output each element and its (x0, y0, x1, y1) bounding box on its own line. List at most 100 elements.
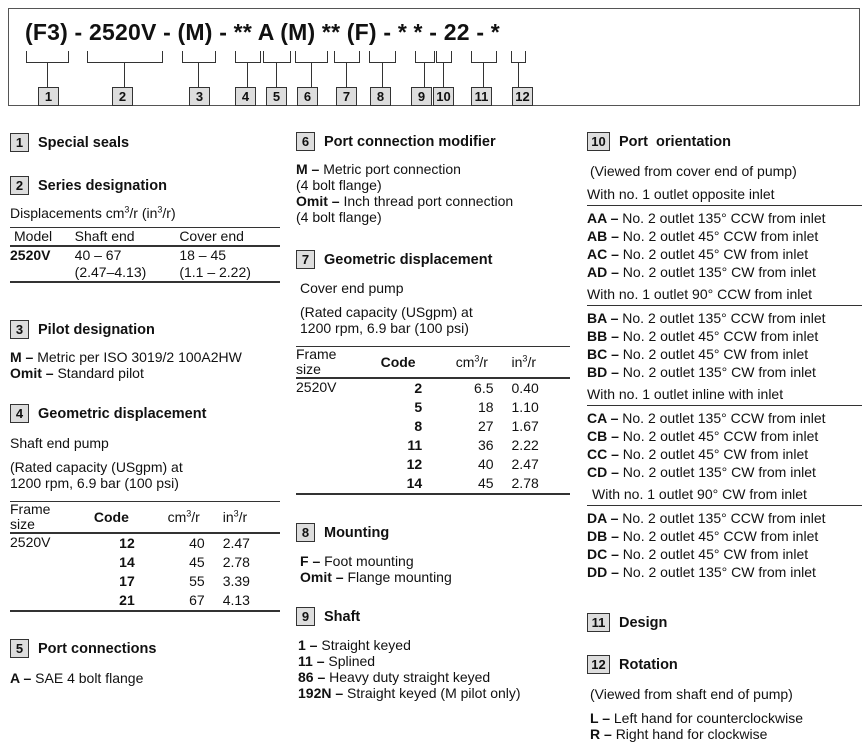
section-number: 12 (587, 655, 610, 674)
connector-line (424, 62, 425, 87)
position-number: 2 (112, 87, 133, 106)
position-number: 1 (38, 87, 59, 106)
cell: 21 (119, 592, 135, 608)
cell: 11 (407, 437, 423, 453)
option-text: Metric port connection (323, 161, 461, 177)
note: (Rated capacity (USgpm) at (10, 459, 183, 475)
cell (296, 455, 360, 474)
cell (296, 417, 360, 436)
group-heading: With no. 1 outlet 90° CCW from inlet (587, 286, 862, 306)
list-item: DB – No. 2 outlet 45° CCW from inlet (587, 527, 862, 545)
table-row: 2520V 12 40 2.47 (10, 533, 280, 553)
list-item: CB – No. 2 outlet 45° CCW from inlet (587, 427, 862, 445)
connector-line (382, 62, 383, 87)
option-text: No. 2 outlet 45° CCW from inlet (622, 228, 819, 244)
table-row: 2520V 2 6.5 0.40 (296, 378, 570, 398)
cell (296, 436, 360, 455)
option-text: No. 2 outlet 135° CCW from inlet (622, 310, 826, 326)
bracket (334, 51, 360, 63)
cell: 18 (477, 399, 494, 415)
option-text: Straight keyed (M pilot only) (347, 685, 521, 701)
cell: 2.22 (511, 437, 539, 453)
section-number: 10 (587, 132, 610, 151)
position-number: 11 (471, 87, 492, 106)
list-item: BD – No. 2 outlet 135° CW from inlet (587, 363, 862, 381)
list-item: AA – No. 2 outlet 135° CCW from inlet (587, 209, 862, 227)
section-title: Pilot designation (38, 321, 155, 338)
model-code-box: (F3) - 2520V - (M) - ** A (M) ** (F) - *… (8, 8, 860, 106)
section-1: 1 Special seals (10, 133, 129, 152)
bracket (87, 51, 163, 63)
option-code: 1 – (298, 637, 318, 653)
option-text: No. 2 outlet 135° CCW from inlet (622, 210, 826, 226)
option-code: AD – (587, 264, 619, 280)
option-text: No. 2 outlet 45° CW from inlet (622, 546, 809, 562)
table-row: 5 18 1.10 (296, 398, 570, 417)
option-code: BB – (587, 328, 619, 344)
bracket (415, 51, 435, 63)
cell: 2520V (10, 534, 51, 550)
section-number: 7 (296, 250, 315, 269)
unit: cm (167, 508, 187, 525)
cell: 14 (406, 475, 423, 491)
option-code: DB – (587, 528, 619, 544)
note: 1200 rpm, 6.9 bar (100 psi) (10, 475, 179, 491)
col-header: cm3/r (455, 352, 488, 370)
list-item: CC – No. 2 outlet 45° CW from inlet (587, 445, 862, 463)
position-number: 9 (411, 87, 432, 106)
list-item: CA – No. 2 outlet 135° CCW from inlet (587, 409, 862, 427)
section-8: 8 Mounting F – Foot mounting Omit – Flang… (296, 523, 452, 585)
option-text: No. 2 outlet 45° CCW from inlet (622, 328, 819, 344)
option-code: CD – (587, 464, 619, 480)
section-title: Series designation (38, 177, 167, 194)
cell: 2520V (10, 247, 51, 263)
cell: 36 (477, 437, 494, 453)
option-text: Heavy duty straight keyed (329, 669, 491, 685)
note: 1200 rpm, 6.9 bar (100 psi) (300, 320, 469, 336)
section-10: 10 Port orientation (Viewed from cover en… (587, 132, 862, 581)
list-item: CD – No. 2 outlet 135° CW from inlet (587, 463, 862, 481)
cell: 18 – 45 (179, 247, 227, 263)
cell: 1.10 (511, 399, 539, 415)
disp-label: /r) (162, 205, 176, 221)
cell: 55 (189, 573, 205, 589)
subtitle: (Viewed from cover end of pump) (590, 163, 797, 179)
option-code: CB – (587, 428, 619, 444)
option-text: Metric per ISO 3019/2 100A2HW (37, 349, 242, 365)
cell: 67 (189, 592, 205, 608)
position-number: 6 (297, 87, 318, 106)
option-text: Right hand for clockwise (615, 726, 768, 742)
table-row: 14 45 2.78 (10, 553, 280, 572)
group-heading: With no. 1 outlet inline with inlet (587, 386, 862, 406)
option-code: Omit – (296, 193, 340, 209)
cell: 8 (414, 418, 423, 434)
option-code: 11 – (298, 653, 325, 669)
subtitle: Cover end pump (300, 280, 404, 296)
option-text: No. 2 outlet 135° CCW from inlet (622, 410, 826, 426)
connector-line (247, 62, 248, 87)
option-text: No. 2 outlet 45° CW from inlet (622, 446, 809, 462)
cell: 40 (477, 456, 494, 472)
col-header: in3/r (222, 507, 248, 525)
option-code: R – (590, 726, 612, 742)
option-code: AA – (587, 210, 619, 226)
option-text: No. 2 outlet 45° CW from inlet (622, 346, 809, 362)
list-item: AC – No. 2 outlet 45° CW from inlet (587, 245, 862, 263)
cell (10, 591, 74, 611)
disp-label: /r (in (129, 205, 158, 221)
cell (296, 398, 360, 417)
list-item: BC – No. 2 outlet 45° CW from inlet (587, 345, 862, 363)
option-code: CA – (587, 410, 619, 426)
sup: 3 (157, 204, 163, 215)
option-code: L – (590, 710, 610, 726)
option-code: AB – (587, 228, 619, 244)
section-number: 6 (296, 132, 315, 151)
group-heading: With no. 1 outlet opposite inlet (587, 186, 862, 206)
option-code: 86 – (298, 669, 326, 685)
cell: 2.47 (222, 535, 250, 551)
cell: 2 (414, 380, 423, 396)
option-text: Left hand for counterclockwise (613, 710, 803, 726)
sup: 3 (124, 204, 130, 215)
cell: 40 – 67 (74, 247, 122, 263)
frame-size-label: Frame size (296, 346, 337, 377)
